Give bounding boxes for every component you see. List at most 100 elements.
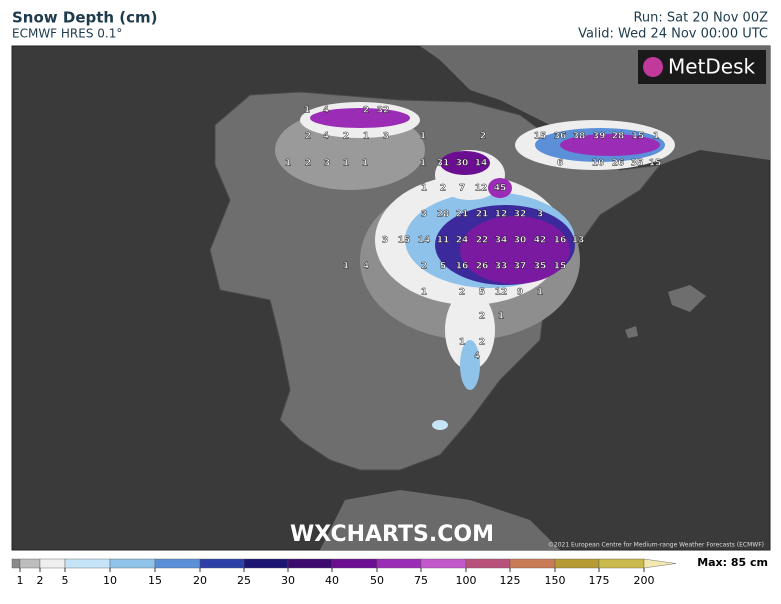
legend-tick-label: 50 [370, 574, 384, 587]
value-labels: 1 4 2 322 4 2 1 3 1 2 15 36 38 39 28 15 11 2 3 1 1 1 31 30 14 6 10… [285, 105, 662, 362]
snow-depth-label: 14 [475, 159, 488, 169]
run-time: Run: Sat 20 Nov 00Z [633, 11, 768, 26]
snow-depth-label: 1 [653, 132, 659, 142]
legend-swatch [154, 558, 201, 569]
snow-depth-label: 1 [421, 288, 427, 298]
legend-swatch [420, 558, 467, 569]
legend-tick-label: 125 [500, 574, 521, 587]
snow-depth-label: 42 [534, 236, 547, 246]
legend-tick-label: 75 [414, 574, 428, 587]
snow-depth-label: 1 [459, 338, 465, 348]
snow-depth-label: 22 [476, 236, 489, 246]
legend-swatch [287, 558, 333, 569]
snow-depth-label: 38 [573, 132, 586, 142]
snow-depth-label: 30 [456, 159, 469, 169]
snow-depth-label: 2 [421, 262, 427, 272]
legend-tick-label: 20 [193, 574, 207, 587]
snow-depth-label: 1 [420, 132, 426, 142]
legend-tick-label: 25 [237, 574, 251, 587]
legend-swatch [199, 558, 245, 569]
legend-swatch [554, 558, 600, 569]
snow-depth-label: 35 [534, 262, 547, 272]
snow-depth-label: 10 [592, 159, 605, 169]
title: Snow Depth (cm) [12, 9, 158, 27]
snow-depth-label: 1 [343, 159, 349, 169]
snow-depth-label: 26 [476, 262, 489, 272]
legend-tick-label: 100 [456, 574, 477, 587]
snow-depth-label: 15 [632, 132, 645, 142]
snow-depth-label: 5 [440, 262, 446, 272]
snow-depth-label: 3 [382, 236, 388, 246]
valid-time: Valid: Wed 24 Nov 00:00 UTC [578, 27, 768, 42]
subtitle: ECMWF HRES 0.1° [12, 27, 122, 41]
legend-tick-label: 40 [325, 574, 339, 587]
legend-max: Max: 85 cm [697, 556, 768, 569]
snow-depth-label: 2 [305, 132, 311, 142]
legend-tick-label: 175 [589, 574, 610, 587]
snow-depth-label: 35 [631, 159, 644, 169]
legend-tick-label: 1 [17, 574, 24, 587]
legend-tick-label: 10 [103, 574, 117, 587]
watermark: WXCHARTS.COM [290, 522, 494, 547]
island [625, 326, 638, 338]
mallorca [668, 285, 706, 312]
snow-depth-label: 14 [418, 236, 431, 246]
snow-depth-label: 15 [398, 236, 411, 246]
legend-swatch [331, 558, 378, 569]
snow-depth-label: 28 [437, 210, 450, 220]
snow-depth-label: 32 [514, 210, 527, 220]
snow-depth-label: 16 [456, 262, 469, 272]
snow-depth-label: 33 [495, 262, 508, 272]
snow-depth-label: 3 [537, 210, 543, 220]
legend-arrow [643, 558, 677, 569]
snow-depth-label: 13 [572, 236, 585, 246]
legend-swatch [11, 558, 21, 569]
snow-depth-label: 1 [304, 106, 310, 116]
snow-depth-label: 31 [437, 159, 450, 169]
snow-depth-label: 9 [517, 288, 523, 298]
legend-swatch [109, 558, 156, 569]
legend-swatch [509, 558, 556, 569]
snow-depth-label: 7 [459, 184, 465, 194]
legend-swatch [39, 558, 66, 569]
legend-swatch [465, 558, 511, 569]
snow-depth-label: 26 [612, 159, 625, 169]
snow-depth-label: 2 [480, 132, 486, 142]
snow-depth-label: 24 [456, 236, 469, 246]
snow-depth-label: 2 [343, 132, 349, 142]
snow-depth-label: 45 [494, 184, 507, 194]
snow-depth-label: 12 [475, 184, 488, 194]
snow-depth-label: 1 [420, 159, 426, 169]
snow-depth-label: 12 [495, 210, 508, 220]
snow-depth-label: 28 [612, 132, 625, 142]
legend-tick-label: 150 [545, 574, 566, 587]
legend-swatch [243, 558, 289, 569]
legend-swatch [19, 558, 41, 569]
snow-depth-label: 15 [554, 262, 567, 272]
snow-depth-label: 15 [534, 132, 547, 142]
snow-depth-label: 1 [285, 159, 291, 169]
snow-depth-label: 21 [456, 210, 469, 220]
snow-depth-label: 4 [474, 352, 480, 362]
credit: ©2021 European Centre for Medium-range W… [548, 542, 764, 549]
legend-tick-label: 200 [634, 574, 655, 587]
legend: Max: 85 cm 1 2 5 10 15 20 25 30 40 50 75 100 125 150 1… [11, 556, 768, 587]
snow-depth-label: 1 [362, 159, 368, 169]
snow-depth-label: 12 [495, 288, 508, 298]
legend-tick-label: 2 [37, 574, 44, 587]
snow-depth-label: 3 [383, 132, 389, 142]
snow-depth-label: 1 [343, 262, 349, 272]
legend-tick-label: 5 [62, 574, 69, 587]
snow-depth-label: 11 [437, 236, 450, 246]
snow-depth-label: 32 [377, 106, 390, 116]
snow-cover [275, 102, 675, 430]
snow-depth-label: 39 [593, 132, 606, 142]
snow-depth-label: 2 [479, 312, 485, 322]
snow-depth-label: 4 [323, 106, 329, 116]
legend-tick-label: 15 [148, 574, 162, 587]
legend-swatch [376, 558, 422, 569]
snow-depth-label: 36 [554, 132, 567, 142]
snow-depth-label: 15 [649, 159, 662, 169]
africa [320, 490, 560, 550]
